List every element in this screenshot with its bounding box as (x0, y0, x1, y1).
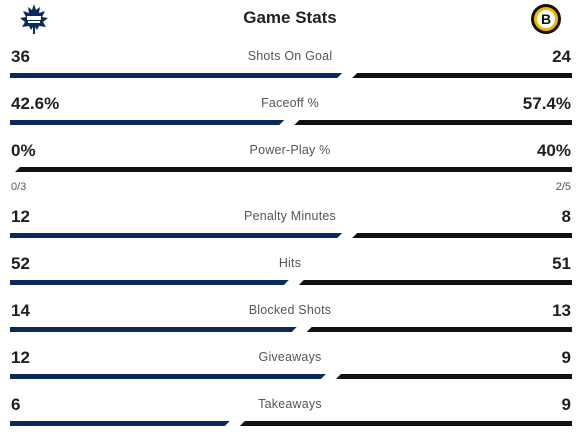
home-value: 14 (11, 301, 30, 320)
away-bar (306, 327, 572, 332)
stats-list: 36 Shots On Goal 24 42.6% Faceoff % 57.4… (0, 38, 580, 433)
comparison-bar (10, 421, 572, 426)
comparison-bar (10, 280, 572, 285)
stat-row-penalty-minutes: 12 Penalty Minutes 8 (0, 198, 580, 245)
home-bar (10, 421, 230, 426)
comparison-bar (10, 167, 572, 172)
stat-row-takeaways: 6 Takeaways 9 (0, 386, 580, 433)
stat-row-power-play: 0% Power-Play % 40% 0/3 2/5 (0, 132, 580, 198)
away-bar (239, 421, 572, 426)
home-bar (10, 327, 297, 332)
stat-label: Takeaways (258, 397, 322, 411)
away-value: 57.4% (522, 94, 571, 113)
stat-row-hits: 52 Hits 51 (0, 245, 580, 292)
page-title: Game Stats (243, 8, 337, 27)
home-value: 12 (11, 348, 30, 367)
home-value: 42.6% (11, 94, 60, 113)
away-value: 9 (561, 348, 571, 367)
stat-label: Giveaways (258, 350, 322, 364)
away-bar (335, 374, 572, 379)
away-value: 40% (536, 141, 571, 160)
home-value: 36 (11, 47, 30, 66)
away-value: 13 (552, 301, 571, 320)
comparison-bar (10, 327, 572, 332)
stat-label: Hits (278, 256, 302, 270)
stat-row-giveaways: 12 Giveaways 9 (0, 339, 580, 386)
away-value: 51 (552, 254, 571, 273)
stat-label: Blocked Shots (248, 303, 332, 317)
comparison-bar (10, 73, 572, 78)
away-bar (352, 73, 572, 78)
away-bar (298, 280, 572, 285)
away-bar (352, 233, 572, 238)
away-value: 24 (552, 47, 571, 66)
home-value: 52 (11, 254, 30, 273)
away-value: 9 (561, 395, 571, 414)
home-bar (10, 73, 342, 78)
home-value: 6 (11, 395, 21, 414)
home-bar (10, 120, 284, 125)
stat-label: Penalty Minutes (244, 209, 336, 223)
home-bar (10, 280, 289, 285)
svg-text:B: B (541, 11, 551, 27)
home-power-play-record: 0/3 (11, 181, 27, 193)
home-bar (10, 233, 342, 238)
home-value: 12 (11, 207, 30, 226)
stat-row-blocked-shots: 14 Blocked Shots 13 (0, 292, 580, 339)
away-power-play-record: 2/5 (555, 181, 571, 193)
away-bar (15, 167, 572, 172)
comparison-bar (10, 233, 572, 238)
stat-row-shots-on-goal: 36 Shots On Goal 24 (0, 38, 580, 85)
away-bar (294, 120, 572, 125)
home-value: 0% (11, 141, 36, 160)
stat-row-faceoff: 42.6% Faceoff % 57.4% (0, 85, 580, 132)
stat-label: Shots On Goal (247, 49, 333, 63)
stat-label: Faceoff % (261, 96, 319, 110)
home-bar (10, 374, 326, 379)
maple-leafs-logo-icon (17, 3, 51, 35)
stat-label: Power-Play % (249, 143, 331, 157)
comparison-bar (10, 120, 572, 125)
bruins-logo-icon: B (529, 3, 563, 35)
stats-header: Game Stats B (0, 0, 580, 38)
comparison-bar (10, 374, 572, 379)
away-value: 8 (561, 207, 571, 226)
